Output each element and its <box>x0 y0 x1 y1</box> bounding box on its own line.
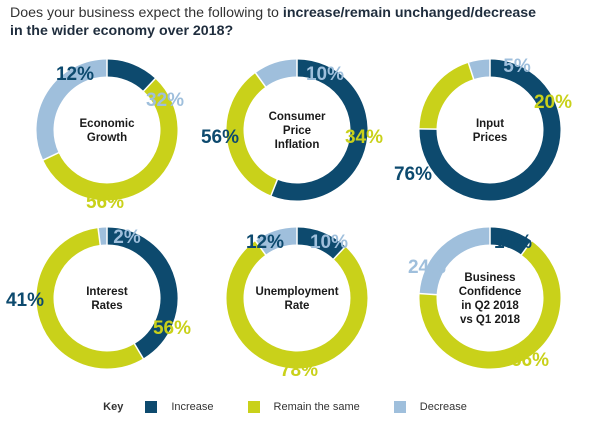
data-label-decrease: 10% <box>310 232 348 253</box>
donut-segment-increase <box>106 227 178 359</box>
legend-label-decrease: Decrease <box>419 401 467 413</box>
donut-segment-decrease <box>255 59 298 87</box>
data-label-increase: 76% <box>394 164 432 185</box>
donut-hole <box>436 76 544 184</box>
donut-segment-decrease <box>36 59 108 161</box>
segment-divider <box>97 226 102 247</box>
donut-hole <box>53 244 161 352</box>
donut-segment-increase <box>296 227 346 260</box>
segment-divider <box>254 239 267 256</box>
donut-hole <box>436 244 544 352</box>
donut-center-label: Input <box>476 118 504 130</box>
chart-title: Does your business expect the following … <box>10 4 590 40</box>
data-label-decrease: 5% <box>503 56 531 77</box>
donut-chart: Economic Growth 12% 56% 32% <box>36 58 184 213</box>
donut-segment-same <box>43 78 178 201</box>
donut-segment-increase <box>489 227 532 255</box>
legend: Key Increase Remain the same Decrease <box>0 398 604 416</box>
legend-key-label: Key <box>103 401 124 413</box>
donut-center-label: Economic <box>80 118 136 130</box>
donut-segment-same <box>419 240 561 369</box>
donut-segment-same <box>36 228 144 369</box>
segment-divider <box>142 77 157 93</box>
donut-center-label: in Q2 2018 <box>461 300 519 312</box>
donut-charts: Economic Growth 12% 56% 32% Consumer Price Infl… <box>6 56 572 381</box>
data-label-same: 66% <box>511 350 549 371</box>
legend-item-decrease: Decrease <box>393 401 467 413</box>
data-label-decrease: 10% <box>306 64 344 85</box>
donut-center-label: Growth <box>87 132 127 144</box>
data-label-same: 20% <box>534 92 572 113</box>
segment-divider <box>418 292 438 296</box>
data-label-decrease: 2% <box>113 227 141 248</box>
donut-hole <box>243 76 351 184</box>
segment-divider <box>332 245 347 261</box>
segment-divider <box>254 71 267 88</box>
segment-divider <box>41 151 60 162</box>
segment-divider <box>133 342 145 360</box>
donut-center-label: Prices <box>473 132 508 144</box>
legend-label-same: Remain the same <box>273 401 360 413</box>
donut-chart: Input Prices 76% 20%5% <box>394 56 572 201</box>
donut-chart: Consumer Price Inflation 56% 34% 10% <box>201 58 383 201</box>
data-label-decrease: 32% <box>146 90 184 111</box>
title-bold: increase/remain unchanged/decrease <box>282 5 537 21</box>
legend-swatch-same <box>247 401 260 413</box>
title-prefix: Does your business expect the following … <box>10 5 283 21</box>
data-label-increase: 12% <box>246 232 284 253</box>
title-line2: in the wider economy over 2018? <box>10 23 234 39</box>
data-label-same: 78% <box>280 360 318 381</box>
legend-label-increase: Increase <box>171 401 214 413</box>
legend-swatch-increase <box>145 401 158 413</box>
donut-hole <box>243 244 351 352</box>
donut-center-label: Confidence <box>459 286 522 298</box>
donut-center-label: vs Q1 2018 <box>460 314 521 326</box>
donut-center-label: Unemployment <box>255 286 338 298</box>
data-label-increase: 56% <box>201 127 239 148</box>
donut-segment-same <box>226 73 278 196</box>
donut-center-label: Consumer <box>269 111 326 123</box>
legend-item-same: Remain the same <box>247 401 360 413</box>
donut-segment-decrease <box>419 227 491 295</box>
donut-chart: Interest Rates 41% 56% 2% <box>6 226 191 369</box>
segment-divider <box>520 239 533 256</box>
data-label-increase: 12% <box>56 64 94 85</box>
donut-center-label: Price <box>283 125 311 137</box>
donut-segment-increase <box>106 59 156 92</box>
data-label-same: 56% <box>86 192 124 213</box>
data-label-same: 34% <box>345 127 383 148</box>
donut-center-label: Business <box>464 272 515 284</box>
donut-segment-increase <box>419 59 561 201</box>
data-label-same: 56% <box>153 318 191 339</box>
legend-swatch-decrease <box>393 401 406 413</box>
data-label-increase: 10% <box>494 232 532 253</box>
donut-segment-same <box>419 62 474 130</box>
donut-segment-increase <box>271 59 368 201</box>
data-label-increase: 41% <box>6 290 44 311</box>
donut-chart: Unemployment Rate 12% 78% 10% <box>226 226 368 381</box>
donut-center-label: Rate <box>285 300 310 312</box>
donut-hole <box>53 76 161 184</box>
legend-item-increase: Increase <box>145 401 214 413</box>
segment-divider <box>269 178 279 197</box>
data-label-decrease: 24% <box>408 257 446 278</box>
donut-chart: Business Confidence in Q2 2018 vs Q1 2018 10… <box>408 226 561 371</box>
donut-center-label: Rates <box>91 300 122 312</box>
segment-divider <box>467 61 475 81</box>
donut-segment-same <box>226 241 368 369</box>
donut-segment-decrease <box>255 227 298 255</box>
donut-center-label: Inflation <box>275 139 320 151</box>
donut-segment-decrease <box>468 59 491 80</box>
donut-center-label: Interest <box>86 286 128 298</box>
